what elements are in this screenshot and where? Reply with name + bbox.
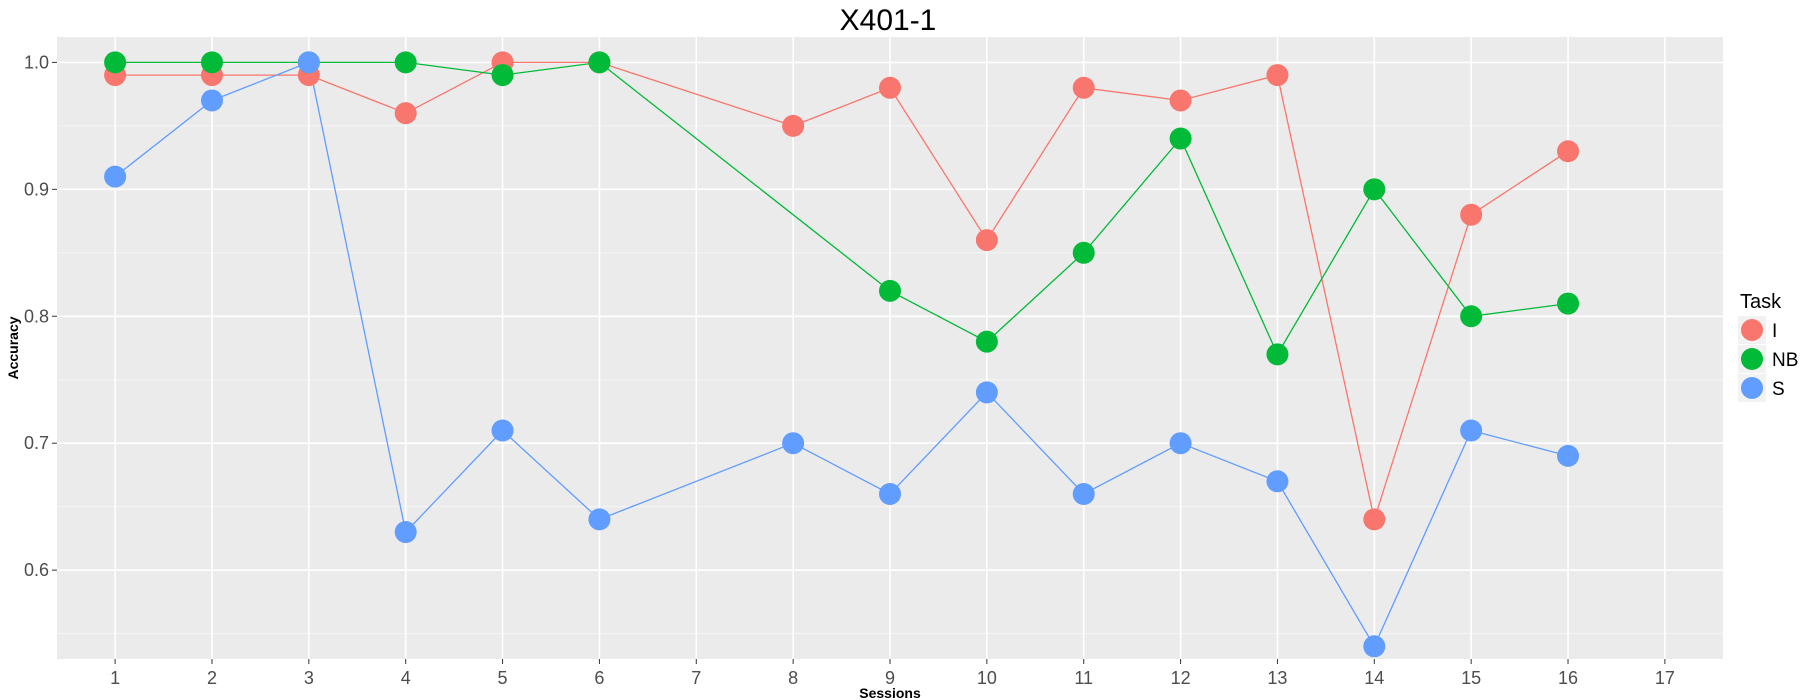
- data-point-s: [200, 89, 223, 112]
- legend: Task I NB S: [1738, 291, 1798, 402]
- data-point-i: [1266, 64, 1289, 87]
- data-point-s: [1072, 482, 1095, 505]
- legend-title: Task: [1740, 291, 1782, 313]
- legend-label-s: S: [1772, 379, 1785, 400]
- legend-key-i: [1741, 319, 1763, 341]
- y-axis-title: Accuracy: [5, 316, 21, 379]
- x-tick-label: 8: [788, 668, 798, 688]
- data-point-nb: [1266, 343, 1289, 366]
- data-point-i: [1072, 76, 1095, 99]
- x-tick-label: 2: [207, 668, 217, 688]
- x-tick-label: 11: [1074, 668, 1093, 688]
- x-tick-label: 14: [1364, 668, 1384, 688]
- data-point-nb: [491, 64, 514, 87]
- data-point-nb: [1557, 292, 1580, 315]
- data-point-s: [1266, 470, 1289, 493]
- data-point-s: [394, 521, 417, 544]
- data-point-nb: [879, 279, 901, 302]
- x-tick-label: 6: [594, 668, 604, 688]
- data-point-nb: [1072, 241, 1095, 264]
- data-point-nb: [1169, 127, 1192, 150]
- data-point-s: [975, 381, 998, 404]
- x-tick-label: 3: [304, 668, 314, 688]
- x-tick-label: 5: [498, 668, 508, 688]
- legend-key-nb: [1741, 348, 1763, 370]
- series-line-nb: [115, 61, 1569, 356]
- data-point-s: [491, 419, 514, 442]
- data-point-nb: [1363, 178, 1386, 201]
- legend-items: I NB S: [1738, 316, 1798, 402]
- x-tick-label: 13: [1267, 668, 1287, 688]
- y-tick-label: 0.6: [24, 560, 49, 580]
- legend-label-nb: NB: [1772, 350, 1798, 371]
- data-point-i: [1363, 508, 1386, 531]
- data-point-s: [879, 482, 901, 505]
- chart-title: X401-1: [840, 4, 937, 37]
- data-point-i: [1169, 89, 1192, 112]
- x-tick-label: 12: [1171, 668, 1191, 688]
- x-tick-label: 17: [1655, 668, 1675, 688]
- data-point-s: [104, 165, 127, 188]
- data-point-s: [782, 432, 805, 455]
- y-tick-label: 0.7: [24, 433, 49, 453]
- x-tick-label: 4: [401, 668, 411, 688]
- data-point-nb: [1460, 305, 1483, 328]
- data-point-nb: [394, 51, 417, 74]
- data-point-s: [1363, 635, 1386, 658]
- y-axis: 0.6 0.7 0.8 0.9 1.0: [24, 52, 57, 580]
- legend-key-s: [1741, 377, 1763, 399]
- data-point-i: [975, 229, 998, 252]
- y-tick-label: 1.0: [24, 52, 49, 72]
- data-point-s: [1557, 444, 1580, 467]
- x-tick-label: 15: [1461, 668, 1481, 688]
- data-point-i: [1557, 140, 1580, 163]
- data-point-s: [1169, 432, 1192, 455]
- legend-label-i: I: [1772, 321, 1777, 342]
- data-point-s: [1460, 419, 1483, 442]
- data-point-nb: [104, 51, 127, 74]
- x-axis-title: Sessions: [859, 685, 921, 700]
- x-tick-label: 9: [885, 668, 895, 688]
- data-point-nb: [200, 51, 223, 74]
- series-points: [104, 51, 1580, 658]
- x-tick-label: 7: [691, 668, 701, 688]
- x-tick-label: 1: [110, 668, 120, 688]
- data-point-i: [782, 114, 805, 137]
- data-point-i: [394, 102, 417, 125]
- x-tick-label: 16: [1558, 668, 1578, 688]
- y-tick-label: 0.8: [24, 306, 49, 326]
- data-point-i: [879, 76, 901, 99]
- data-point-i: [1460, 203, 1483, 226]
- data-point-nb: [975, 330, 998, 353]
- x-axis: 1 2 3 4 5 6 7 8 9 10 11 12 13 14 15 16 17: [110, 659, 1675, 688]
- data-point-s: [297, 51, 320, 74]
- x-tick-label: 10: [977, 668, 997, 688]
- data-point-s: [588, 508, 611, 531]
- y-tick-label: 0.9: [24, 179, 49, 199]
- data-point-nb: [588, 51, 611, 74]
